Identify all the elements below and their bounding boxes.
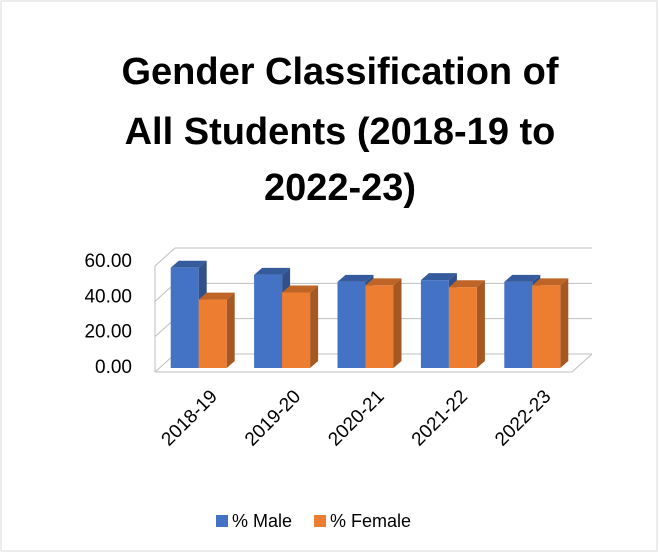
y-tick-label: 20.00 <box>84 322 132 343</box>
bar-front <box>282 292 311 368</box>
y-tick-label: 60.00 <box>84 251 132 272</box>
bar-side <box>476 280 485 368</box>
bar-front <box>365 285 394 368</box>
legend-label: % Female <box>330 511 411 531</box>
floor <box>155 353 593 373</box>
bar <box>365 278 402 368</box>
bar-side <box>310 285 319 368</box>
chart-title: Gender Classification of <box>121 51 558 93</box>
bar <box>170 260 207 368</box>
chart-title: All Students (2018-19 to <box>125 111 556 153</box>
bar-front <box>532 285 561 368</box>
bar <box>532 278 569 368</box>
bar-top <box>420 273 457 281</box>
bar-top <box>170 260 207 268</box>
bar-top <box>282 285 319 293</box>
bar-top <box>337 274 374 282</box>
bar-front <box>198 299 227 368</box>
chart-title: 2022-23) <box>264 167 416 209</box>
bar-side <box>560 278 569 368</box>
bar-top <box>504 274 541 282</box>
bar <box>282 285 319 368</box>
bar-side <box>393 278 402 368</box>
legend-swatch <box>216 515 228 527</box>
legend-swatch <box>314 515 327 527</box>
grid-line <box>154 247 592 267</box>
bar-front <box>420 280 449 368</box>
bar-front <box>254 274 283 368</box>
legend-label: % Male <box>232 511 292 531</box>
bar-top <box>448 280 485 288</box>
bar-side <box>226 292 235 368</box>
bar-top <box>532 278 569 286</box>
bar-front <box>504 281 533 368</box>
bar <box>198 292 235 368</box>
bar-top <box>254 267 291 275</box>
bar-top <box>198 292 235 300</box>
bar-front <box>448 287 477 368</box>
bar-front <box>337 281 366 368</box>
bar-top <box>365 278 402 286</box>
bar-front <box>170 267 199 368</box>
y-tick-label: 40.00 <box>84 286 132 307</box>
bar <box>448 280 485 368</box>
y-tick-label: 0.00 <box>95 357 132 378</box>
